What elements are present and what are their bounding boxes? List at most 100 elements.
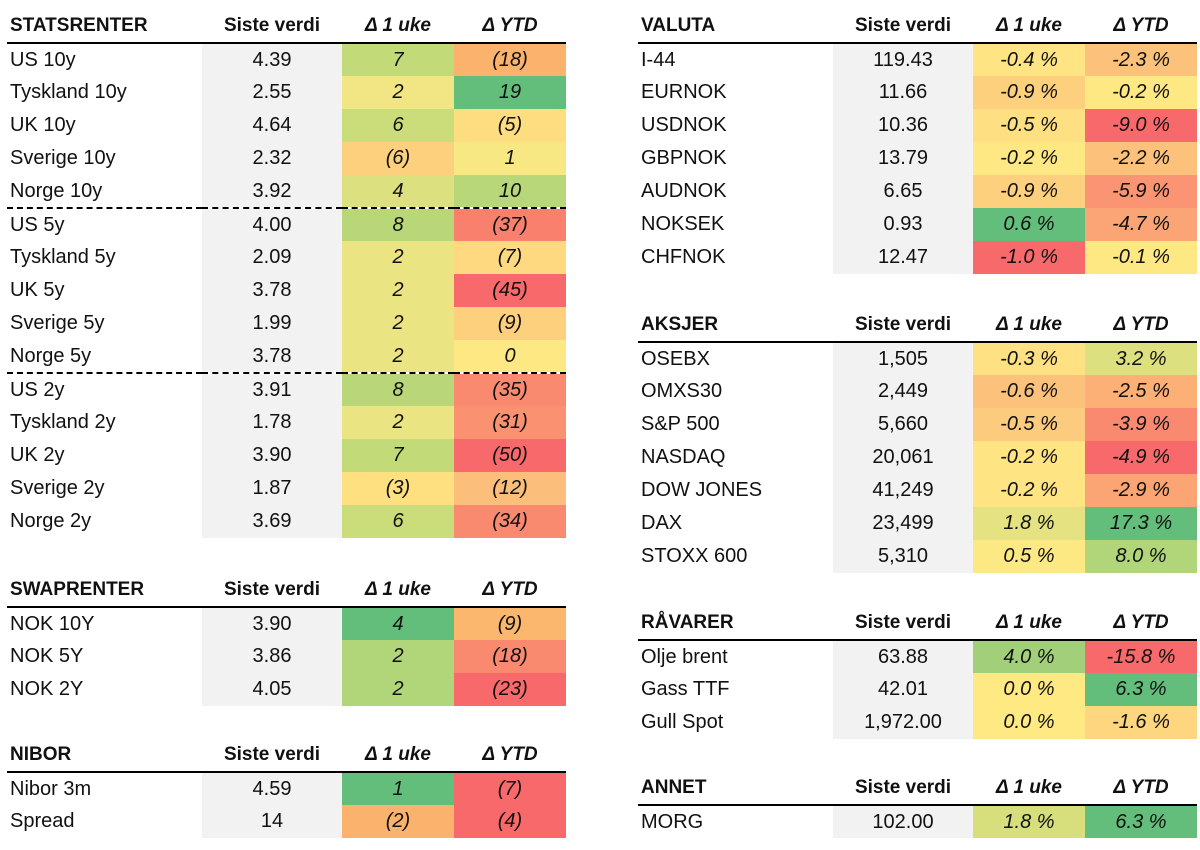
ytd-change: (5) — [454, 109, 566, 142]
table-row: Spread 14 (2) (4) — [7, 805, 566, 838]
last-value: 3.69 — [202, 505, 342, 538]
ytd-change: -15.8 % — [1085, 640, 1197, 673]
table-row: GBPNOK 13.79 -0.2 % -2.2 % — [638, 142, 1197, 175]
row-label: DAX — [641, 512, 683, 534]
row-label: STOXX 600 — [641, 545, 748, 567]
ytd-change: (18) — [454, 43, 566, 76]
swaprenter-table: SWAPRENTER Siste verdi Δ 1 uke Δ YTD NOK 10Y… — [7, 574, 566, 706]
header-ytd-change: Δ YTD — [454, 10, 566, 44]
week-change: 2 — [342, 274, 454, 307]
table-row: USDNOK 10.36 -0.5 % -9.0 % — [638, 109, 1197, 142]
row-label: OSEBX — [641, 347, 710, 370]
table-row: OSEBX 1,505 -0.3 % 3.2 % — [638, 342, 1197, 375]
section-title: STATSRENTER — [7, 10, 202, 44]
last-value: 63.88 — [833, 640, 973, 673]
week-change: 2 — [342, 76, 454, 109]
ytd-change: -0.1 % — [1085, 241, 1197, 274]
row-label: Tyskland 2y — [10, 411, 116, 433]
table-row: AUDNOK 6.65 -0.9 % -5.9 % — [638, 175, 1197, 208]
week-change: 4 — [342, 175, 454, 208]
last-value: 6.65 — [833, 175, 973, 208]
row-label: NOK 2Y — [10, 678, 84, 700]
week-change: -0.5 % — [973, 408, 1085, 441]
ytd-change: 8.0 % — [1085, 540, 1197, 573]
week-change: -1.0 % — [973, 241, 1085, 274]
row-label: Norge 5y — [10, 344, 92, 367]
week-change: 0.0 % — [973, 673, 1085, 706]
last-value: 1.99 — [202, 307, 342, 340]
table-row: STOXX 600 5,310 0.5 % 8.0 % — [638, 540, 1197, 573]
table-header-row: ANNET Siste verdi Δ 1 uke Δ YTD — [638, 772, 1197, 806]
last-value: 2.55 — [202, 76, 342, 109]
table-row: Norge 5y 3.78 2 0 — [7, 340, 566, 373]
ytd-change: -2.3 % — [1085, 43, 1197, 76]
row-label: NOK 5Y — [10, 645, 84, 667]
ytd-change: (7) — [454, 772, 566, 805]
section-title: SWAPRENTER — [7, 574, 202, 608]
ytd-change: (50) — [454, 439, 566, 472]
table-header-row: RÅVARER Siste verdi Δ 1 uke Δ YTD — [638, 607, 1197, 641]
last-value: 20,061 — [833, 441, 973, 474]
ytd-change: (7) — [454, 241, 566, 274]
last-value: 12.47 — [833, 241, 973, 274]
last-value: 4.00 — [202, 207, 342, 241]
week-change: 1.8 % — [973, 805, 1085, 838]
table-header-row: NIBOR Siste verdi Δ 1 uke Δ YTD — [7, 739, 566, 773]
table-row: Norge 2y 3.69 6 (34) — [7, 505, 566, 538]
last-value: 11.66 — [833, 76, 973, 109]
week-change: -0.3 % — [973, 342, 1085, 375]
header-last-value: Siste verdi — [833, 772, 973, 806]
row-label: OMXS30 — [641, 380, 723, 402]
valuta-table: VALUTA Siste verdi Δ 1 uke Δ YTD I-44 119.43-… — [638, 10, 1197, 274]
last-value: 1.87 — [202, 472, 342, 505]
ytd-change: -1.6 % — [1085, 706, 1197, 739]
week-change: (6) — [342, 142, 454, 175]
week-change: 2 — [342, 307, 454, 340]
ytd-change: -2.9 % — [1085, 474, 1197, 507]
last-value: 5,310 — [833, 540, 973, 573]
row-label: NASDAQ — [641, 446, 726, 468]
week-change: -0.6 % — [973, 375, 1085, 408]
table-row: Tyskland 10y 2.55 2 19 — [7, 76, 566, 109]
last-value: 1,972.00 — [833, 706, 973, 739]
ytd-change: (9) — [454, 307, 566, 340]
ytd-change: -9.0 % — [1085, 109, 1197, 142]
row-label: UK 10y — [10, 114, 76, 136]
ravarer-table: RÅVARER Siste verdi Δ 1 uke Δ YTD Olje brent… — [638, 607, 1197, 739]
header-week-change: Δ 1 uke — [973, 10, 1085, 44]
week-change: (2) — [342, 805, 454, 838]
last-value: 4.64 — [202, 109, 342, 142]
row-label: Gass TTF — [641, 678, 730, 700]
table-row: UK 5y 3.78 2 (45) — [7, 274, 566, 307]
header-last-value: Siste verdi — [202, 739, 342, 773]
last-value: 1.78 — [202, 406, 342, 439]
row-label: Spread — [10, 810, 75, 832]
row-label: Gull Spot — [641, 711, 724, 733]
table-row: NOK 2Y 4.05 2 (23) — [7, 673, 566, 706]
ytd-change: (23) — [454, 673, 566, 706]
week-change: 0.6 % — [973, 208, 1085, 241]
table-row: Tyskland 5y 2.09 2 (7) — [7, 241, 566, 274]
last-value: 4.05 — [202, 673, 342, 706]
table-row: MORG 102.00 1.8 % 6.3 % — [638, 805, 1197, 838]
header-week-change: Δ 1 uke — [342, 10, 454, 44]
week-change: 0.0 % — [973, 706, 1085, 739]
week-change: 2 — [342, 640, 454, 673]
aksjer-table: AKSJER Siste verdi Δ 1 uke Δ YTD OSEBX 1,505-… — [638, 309, 1197, 573]
week-change: 2 — [342, 406, 454, 439]
week-change: -0.4 % — [973, 43, 1085, 76]
header-last-value: Siste verdi — [833, 10, 973, 44]
ytd-change: -2.2 % — [1085, 142, 1197, 175]
header-last-value: Siste verdi — [202, 10, 342, 44]
table-row: Olje brent 63.88 4.0 % -15.8 % — [638, 640, 1197, 673]
last-value: 42.01 — [833, 673, 973, 706]
row-label: US 10y — [10, 48, 76, 71]
row-label: I-44 — [641, 48, 676, 71]
ytd-change: (4) — [454, 805, 566, 838]
row-label: UK 5y — [10, 279, 65, 301]
ytd-change: (37) — [454, 207, 566, 241]
table-row: Tyskland 2y 1.78 2 (31) — [7, 406, 566, 439]
ytd-change: -5.9 % — [1085, 175, 1197, 208]
table-row: DOW JONES 41,249 -0.2 % -2.9 % — [638, 474, 1197, 507]
header-ytd-change: Δ YTD — [1085, 10, 1197, 44]
